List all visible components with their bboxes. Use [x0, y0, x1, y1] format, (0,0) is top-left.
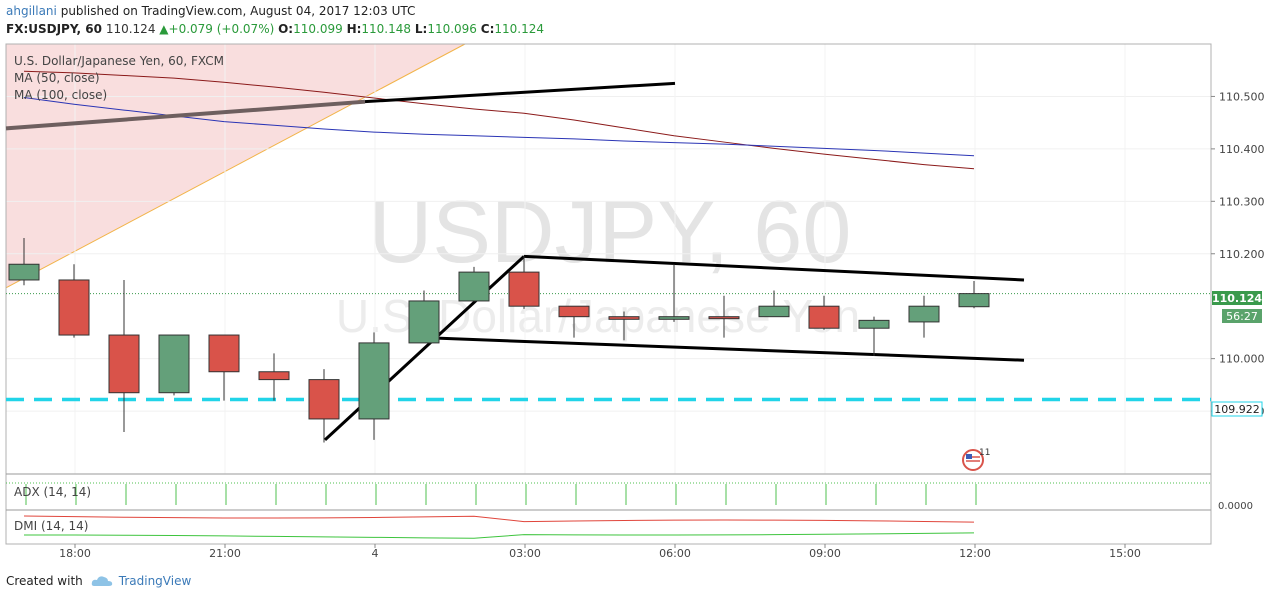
- adx-axis-zero: 0.0000: [1218, 501, 1253, 512]
- created-with-text: Created with: [6, 574, 83, 588]
- last-price: 110.124: [105, 22, 156, 36]
- candle-up: [408, 300, 440, 344]
- last-price-tag: [1212, 291, 1262, 305]
- low-label: L:: [414, 22, 428, 36]
- author-link[interactable]: ahgillani: [6, 4, 57, 18]
- candle-down: [558, 305, 590, 318]
- ma50-line: [23, 70, 975, 170]
- candle-down: [58, 279, 90, 336]
- trendline-black-upper: [364, 81, 676, 104]
- candle-down: [208, 334, 240, 373]
- candle-down: [308, 379, 340, 420]
- close-label: C:: [480, 22, 495, 36]
- candle-down: [608, 316, 640, 320]
- time-tick-label: 12:00: [959, 547, 991, 560]
- legend-dmi: DMI (14, 14): [14, 519, 88, 533]
- countdown-value: 56:27: [1226, 310, 1258, 323]
- publish-text: published on TradingView.com, August 04,…: [60, 4, 416, 18]
- us-flag-event-icon[interactable]: [962, 449, 984, 471]
- price-tick-label: 110.500: [1219, 90, 1265, 103]
- legend-ma50: MA (50, close): [14, 71, 100, 85]
- price-axis[interactable]: 110.500 110.400 110.300 110.200 110.000 109.9…: [1211, 90, 1265, 418]
- time-tick-label: 09:00: [809, 547, 841, 560]
- level-price-value: 109.922: [1214, 403, 1260, 416]
- time-tick-label: 4: [372, 547, 379, 560]
- time-tick-label: 15:00: [1109, 547, 1141, 560]
- ohlc-header: FX:USDJPY, 60 110.124 ▲+0.079 (+0.07%) O…: [6, 22, 544, 36]
- close-value: 110.124: [494, 22, 544, 36]
- countdown-tag: [1222, 309, 1262, 323]
- tradingview-cloud-icon: [91, 576, 112, 586]
- high-label: H:: [346, 22, 362, 36]
- legend-symbol-title: U.S. Dollar/Japanese Yen, 60, FXCM: [14, 54, 224, 68]
- price-tick-label: 110.000: [1219, 353, 1265, 366]
- candle-down: [508, 271, 540, 307]
- candle-up: [758, 305, 790, 318]
- candle-up: [158, 334, 190, 394]
- flag-lower-line: [423, 336, 1025, 362]
- candle-up: [858, 319, 890, 329]
- candle-up: [658, 316, 690, 320]
- event-count: 11: [979, 448, 990, 458]
- candle-down: [108, 334, 140, 394]
- watermark-symbol: USDJPY, 60: [369, 182, 852, 281]
- triangle-edge-line: [5, 43, 466, 289]
- dmi-minus-line: [23, 515, 975, 523]
- open-value: 110.099: [293, 22, 343, 36]
- trendline-gray: [5, 99, 366, 131]
- candle-up: [958, 293, 990, 308]
- time-axis[interactable]: 18:00 21:00 4 03:00 06:00 09:00 12:00 15:00: [59, 544, 1141, 560]
- candle-up: [458, 271, 490, 302]
- flag-upper-line: [523, 254, 1025, 282]
- flagpole-line: [323, 255, 526, 442]
- publish-info: ahgillani published on TradingView.com, …: [6, 4, 415, 18]
- candle-up: [358, 342, 390, 420]
- time-tick-label: 18:00: [59, 547, 91, 560]
- time-tick-label: 06:00: [659, 547, 691, 560]
- open-label: O:: [278, 22, 294, 36]
- legend-ma100: MA (100, close): [14, 88, 107, 102]
- candle-up: [8, 263, 40, 281]
- price-tick-label: 110.200: [1219, 248, 1265, 261]
- footer: Created with TradingView: [6, 574, 191, 588]
- change-arrow: ▲: [159, 22, 169, 36]
- last-price-value: 110.124: [1212, 292, 1262, 305]
- low-value: 110.096: [427, 22, 477, 36]
- time-tick-label: 03:00: [509, 547, 541, 560]
- legend-adx: ADX (14, 14): [14, 485, 91, 499]
- high-value: 110.148: [361, 22, 412, 36]
- candle-down: [258, 371, 290, 381]
- chart-series: [5, 70, 1211, 539]
- level-price-tag: [1211, 401, 1263, 417]
- tradingview-link[interactable]: TradingView: [118, 574, 192, 588]
- change-value: +0.079 (+0.07%): [168, 22, 275, 36]
- candle-down: [708, 316, 740, 320]
- price-tick-label: 110.300: [1219, 195, 1265, 208]
- candle-up: [908, 305, 940, 323]
- time-tick-label: 21:00: [209, 547, 241, 560]
- dmi-plus-line: [23, 532, 975, 539]
- candle-down: [808, 305, 840, 329]
- symbol-label: FX:USDJPY, 60: [6, 22, 102, 36]
- price-tick-label: 110.400: [1219, 143, 1265, 156]
